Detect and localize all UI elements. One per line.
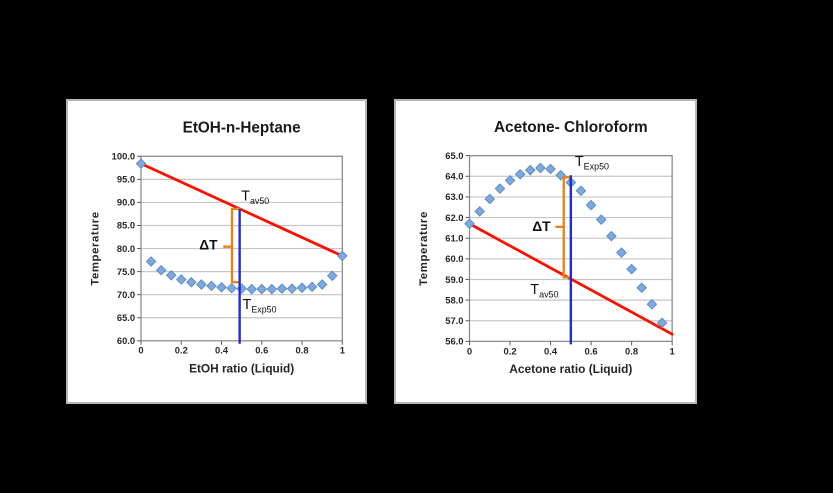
- data-point-diamond: [196, 279, 207, 290]
- data-point-diamond: [226, 282, 237, 294]
- y-tick-label: 59.0: [445, 274, 463, 285]
- data-point-diamond: [504, 175, 516, 186]
- y-tick-label: 58.0: [445, 294, 463, 305]
- y-tick-label: 95.0: [117, 175, 135, 185]
- t-label-exp50: TExp50: [575, 154, 609, 171]
- data-point-diamond: [135, 158, 147, 169]
- t-label-av50: Tav50: [241, 189, 269, 206]
- x-tick-label: 0.4: [215, 346, 229, 356]
- data-point-diamond: [266, 283, 278, 295]
- plot-border: [140, 155, 343, 342]
- data-point-diamond: [545, 163, 556, 175]
- data-point-diamond: [175, 274, 187, 285]
- data-point-diamond: [464, 218, 475, 230]
- t-label-av50: Tav50: [530, 282, 558, 299]
- x-axis-title: Acetone ratio (Liquid): [509, 362, 632, 376]
- data-point-diamond: [605, 230, 617, 242]
- x-tick-label: 0.2: [503, 345, 516, 356]
- data-point-diamond: [656, 317, 668, 329]
- x-tick-label: 0.4: [544, 345, 558, 356]
- delta-t-label: ΔT: [199, 236, 218, 252]
- data-point-diamond: [514, 168, 526, 180]
- delta-t-bracket: [230, 207, 241, 284]
- y-tick-label: 56.0: [445, 336, 463, 347]
- data-point-diamond: [316, 279, 328, 290]
- data-point-diamond: [494, 183, 506, 195]
- x-tick-label: 0.8: [625, 345, 638, 356]
- y-tick-label: 70.0: [117, 290, 135, 300]
- y-tick-label: 60.0: [445, 253, 463, 264]
- data-point-diamond: [145, 256, 157, 267]
- chart-title: EtOH-n-Heptane: [183, 120, 301, 137]
- y-tick-label: 57.0: [445, 315, 463, 326]
- y-tick-label: 100.0: [112, 152, 135, 162]
- data-point-diamond: [306, 281, 318, 293]
- data-point-diamond: [626, 263, 637, 275]
- x-tick-label: 0: [467, 345, 472, 356]
- data-point-diamond: [585, 199, 597, 211]
- y-tick-label: 90.0: [117, 198, 135, 208]
- chart-panel-acetone-chloroform: 56.0 57.0 58.0 59.0 60.0 61.0 62.0 63.0 64.0 65.0…: [394, 99, 697, 404]
- data-point-diamond: [575, 185, 587, 197]
- data-point-diamond: [595, 214, 607, 225]
- data-point-diamond: [206, 280, 217, 292]
- data-point-diamond: [484, 193, 496, 205]
- y-axis-title: Temperature: [90, 211, 102, 285]
- data-point-diamond: [336, 250, 348, 262]
- y-tick-label: 61.0: [445, 232, 463, 243]
- x-tick-label: 0: [138, 346, 143, 356]
- y-tick-label: 64.0: [445, 171, 463, 182]
- x-tick-label: 0.8: [296, 346, 309, 356]
- x-tick-label: 1: [670, 345, 675, 356]
- data-point-diamond: [216, 281, 227, 293]
- data-point-diamond: [165, 269, 177, 281]
- data-point-diamond: [155, 264, 167, 276]
- data-point-diamond: [474, 205, 486, 217]
- data-point-diamond: [326, 270, 338, 282]
- data-point-diamond: [636, 282, 648, 294]
- y-tick-label: 63.0: [445, 191, 463, 202]
- y-tick-label: 65.0: [445, 150, 463, 161]
- data-point-diamond: [256, 283, 268, 295]
- data-point-diamond: [524, 164, 536, 176]
- y-tick-label: 85.0: [117, 221, 135, 231]
- data-point-diamond: [236, 283, 247, 295]
- data-point-diamond: [286, 283, 298, 295]
- delta-t-label: ΔT: [532, 218, 551, 234]
- y-tick-label: 65.0: [117, 313, 135, 323]
- x-tick-label: 0.6: [585, 345, 598, 356]
- y-axis-title: Temperature: [418, 211, 430, 286]
- y-tick-label: 75.0: [117, 267, 135, 277]
- chart-title: Acetone- Chloroform: [494, 119, 648, 136]
- y-tick-label: 62.0: [445, 212, 463, 223]
- data-point-diamond: [535, 162, 546, 174]
- x-axis-title: EtOH ratio (Liquid): [189, 361, 294, 375]
- data-point-diamond: [186, 276, 197, 288]
- x-tick-label: 1: [340, 346, 345, 356]
- data-point-diamond: [296, 282, 308, 294]
- t-label-exp50: TExp50: [243, 297, 277, 314]
- data-point-diamond: [646, 298, 658, 310]
- data-point-diamond: [246, 283, 258, 295]
- data-point-diamond: [616, 247, 627, 259]
- y-tick-label: 80.0: [117, 244, 135, 254]
- data-point-diamond: [276, 283, 288, 295]
- chart-panel-etoh-heptane: 60.0 65.0 70.0 75.0 80.0 85.0 90.0 95.0 100.0 0 0.…: [66, 99, 367, 404]
- x-tick-label: 0.6: [255, 346, 268, 356]
- average-temperature-line: [139, 162, 344, 258]
- y-tick-label: 60.0: [117, 336, 135, 346]
- etoh-heptane-chart: 60.0 65.0 70.0 75.0 80.0 85.0 90.0 95.0 100.0 0 0.…: [90, 120, 348, 375]
- acetone-chloroform-chart: 56.0 57.0 58.0 59.0 60.0 61.0 62.0 63.0 64.0 65.0…: [418, 119, 675, 376]
- x-tick-label: 0.2: [175, 346, 188, 356]
